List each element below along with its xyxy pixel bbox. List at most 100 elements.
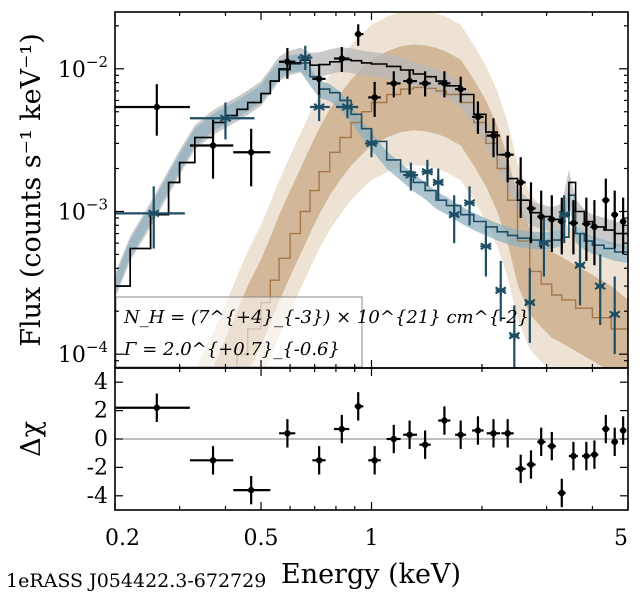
- soft-model-band: [115, 54, 628, 295]
- star-data-point: [297, 45, 313, 71]
- dot-data-point: [279, 47, 296, 79]
- source-caption: 1eRASS J054422.3-672729: [6, 570, 266, 592]
- residual-y-tick-label: 2: [94, 399, 108, 424]
- residual-point: [312, 446, 326, 475]
- dot-data-point: [233, 128, 271, 187]
- dot-data-point: [486, 118, 501, 158]
- star-data-point: [609, 276, 621, 355]
- y-tick-label: 10−2: [58, 53, 108, 83]
- dot-data-point: [312, 64, 326, 98]
- star-data-point: [538, 218, 550, 277]
- residual-y-tick-label: 4: [94, 370, 108, 395]
- x-axis-title: Energy (keV): [281, 559, 461, 590]
- dot-data-point: [501, 135, 514, 183]
- star-data-point: [448, 195, 460, 244]
- star-data-point: [115, 186, 185, 249]
- residual-point: [486, 419, 501, 448]
- star-data-point: [335, 96, 359, 119]
- residual-point: [568, 441, 578, 471]
- x-tick-label: 5: [614, 526, 628, 551]
- fit-annotation: N_H = (7^{+4}_{-3}) × 10^{21} cm^{-2} Γ …: [115, 296, 529, 368]
- residual-y-tick-label: -2: [87, 455, 108, 480]
- residual-point: [557, 478, 566, 508]
- star-data-point: [421, 159, 434, 187]
- residual-point: [279, 419, 296, 448]
- residual-point: [547, 431, 556, 461]
- star-data-point: [594, 254, 606, 326]
- residual-point: [537, 427, 546, 457]
- star-data-point: [463, 186, 476, 226]
- hard-model-inner-band: [213, 44, 628, 368]
- dot-data-point: [526, 182, 536, 244]
- residual-point: [582, 441, 591, 471]
- residual-y-tick-label: -4: [87, 484, 108, 509]
- residual-point: [115, 393, 190, 422]
- residual-point: [368, 446, 381, 475]
- star-data-point: [558, 195, 570, 244]
- star-data-point: [403, 162, 419, 191]
- residual-point: [419, 430, 431, 459]
- dot-data-point: [455, 76, 467, 103]
- dot-data-point: [590, 200, 599, 266]
- dot-data-point: [568, 200, 578, 255]
- axis-ticks: [114, 12, 629, 510]
- star-data-point: [508, 305, 521, 367]
- residual-point: [403, 420, 417, 449]
- tick-labels: 0.2 0.5 1 5 10−2 10−3 10−44 2 0 -2 -4: [58, 53, 628, 551]
- y-tick-label: 10−3: [58, 195, 108, 225]
- data-points: [115, 24, 627, 367]
- dot-data-point: [472, 101, 484, 134]
- residual-point: [501, 419, 514, 448]
- residual-point: [233, 475, 271, 505]
- dot-data-point: [438, 71, 451, 98]
- x-tick-label: 0.2: [105, 526, 140, 551]
- residual-point: [455, 420, 467, 449]
- residual-point: [590, 440, 599, 469]
- star-data-point: [480, 225, 492, 277]
- dot-data-point: [115, 84, 190, 136]
- model-bands: [115, 12, 628, 368]
- star-data-point: [432, 168, 444, 201]
- dot-data-point: [368, 81, 381, 117]
- residual-point: [189, 446, 234, 475]
- dot-data-point: [354, 24, 364, 46]
- x-tick-label: 1: [365, 526, 379, 551]
- nh-annotation: N_H = (7^{+4}_{-3}) × 10^{21} cm^{-2}: [123, 307, 529, 328]
- gamma-annotation: Γ = 2.0^{+0.7}_{-0.6}: [123, 339, 340, 360]
- residual-point: [619, 416, 627, 445]
- dot-data-point: [602, 178, 610, 230]
- residual-y-tick-label: 0: [94, 427, 108, 452]
- dot-data-point: [515, 157, 526, 219]
- residual-point: [526, 450, 536, 479]
- residual-point: [386, 424, 401, 454]
- dot-data-point: [619, 197, 627, 255]
- dot-data-point: [403, 69, 417, 95]
- x-tick-label: 0.5: [244, 526, 279, 551]
- residual-point: [611, 427, 619, 457]
- residual-point: [354, 392, 364, 421]
- dot-data-point: [419, 71, 431, 97]
- dot-data-point: [386, 71, 401, 98]
- y-axis-title: Flux (counts s⁻¹ keV⁻¹): [16, 33, 47, 347]
- star-data-point: [524, 268, 536, 343]
- dot-data-point: [189, 119, 234, 179]
- star-data-point: [364, 130, 378, 158]
- star-data-point: [189, 102, 255, 140]
- star-data-point: [495, 260, 507, 322]
- dot-data-point: [333, 47, 350, 72]
- annotation-box: [115, 296, 363, 368]
- residual-y-axis-title: Δχ: [16, 421, 47, 457]
- y-tick-label: 10−4: [58, 338, 108, 368]
- dot-data-point: [537, 190, 546, 249]
- star-data-point: [310, 94, 330, 122]
- dot-data-point: [611, 190, 619, 249]
- dot-data-point: [547, 195, 556, 253]
- star-data-point: [574, 233, 586, 306]
- residual-point: [602, 414, 610, 444]
- residual-point: [333, 414, 350, 444]
- dot-data-point: [582, 197, 591, 261]
- residual-point: [515, 454, 526, 484]
- residual-points: [115, 392, 627, 508]
- residual-point: [438, 406, 451, 435]
